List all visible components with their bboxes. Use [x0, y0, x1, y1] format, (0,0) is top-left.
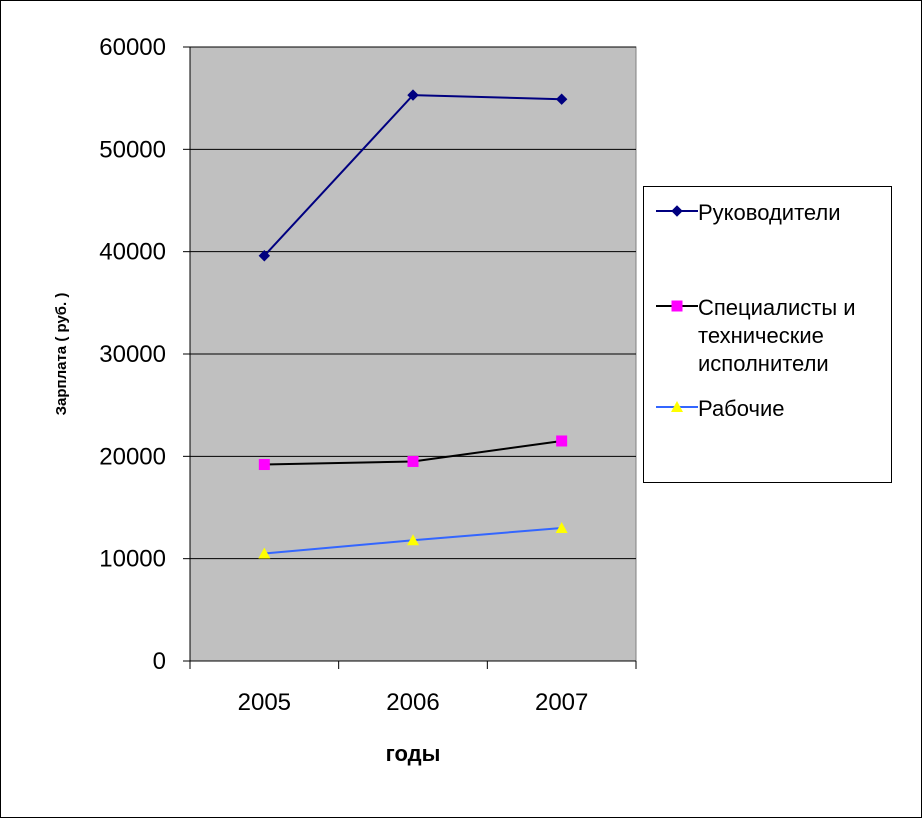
legend-label-series-3: Рабочие	[698, 396, 785, 421]
y-tick-label: 60000	[99, 34, 166, 61]
axes	[183, 46, 637, 669]
y-tick-label: 10000	[99, 546, 166, 573]
y-tick-label: 40000	[99, 239, 166, 266]
data-point	[555, 521, 568, 533]
legend-label-series-1: Руководители	[698, 200, 841, 225]
legend-key-marker	[671, 300, 683, 312]
y-tick-label: 0	[153, 648, 166, 675]
series-3	[258, 521, 568, 559]
series-2	[258, 435, 568, 471]
data-point	[407, 455, 419, 467]
x-tick-label: 2005	[238, 689, 291, 716]
legend-key-series-3	[656, 401, 698, 412]
x-axis-title: годы	[386, 741, 441, 766]
data-point	[258, 459, 270, 471]
series-1	[258, 89, 568, 262]
y-axis-title: Зарплата ( руб. )	[53, 293, 70, 416]
legend-key-series-1	[656, 205, 698, 217]
series-layer	[258, 89, 568, 559]
data-point	[258, 250, 271, 262]
x-tick-labels: 2005 2006 2007	[238, 689, 589, 716]
data-point	[407, 534, 419, 546]
legend-key-series-2	[656, 300, 698, 312]
y-tick-label: 50000	[99, 136, 166, 163]
legend-key-marker	[671, 205, 683, 217]
legend-label-series-2: Специалисты и технические исполнители	[698, 295, 856, 376]
data-point	[258, 547, 271, 559]
data-point	[407, 89, 419, 101]
x-tick-label: 2006	[386, 689, 439, 716]
x-tick-label: 2007	[535, 689, 588, 716]
legend-key-marker	[671, 401, 683, 412]
data-point	[555, 93, 568, 105]
y-tick-label: 30000	[99, 341, 166, 368]
y-tick-label: 20000	[99, 443, 166, 470]
y-tick-labels: 0 10000 20000 30000 40000 50000 60000	[99, 34, 166, 675]
data-point	[556, 435, 568, 447]
legend: Руководители Специалисты и технические и…	[643, 186, 892, 483]
